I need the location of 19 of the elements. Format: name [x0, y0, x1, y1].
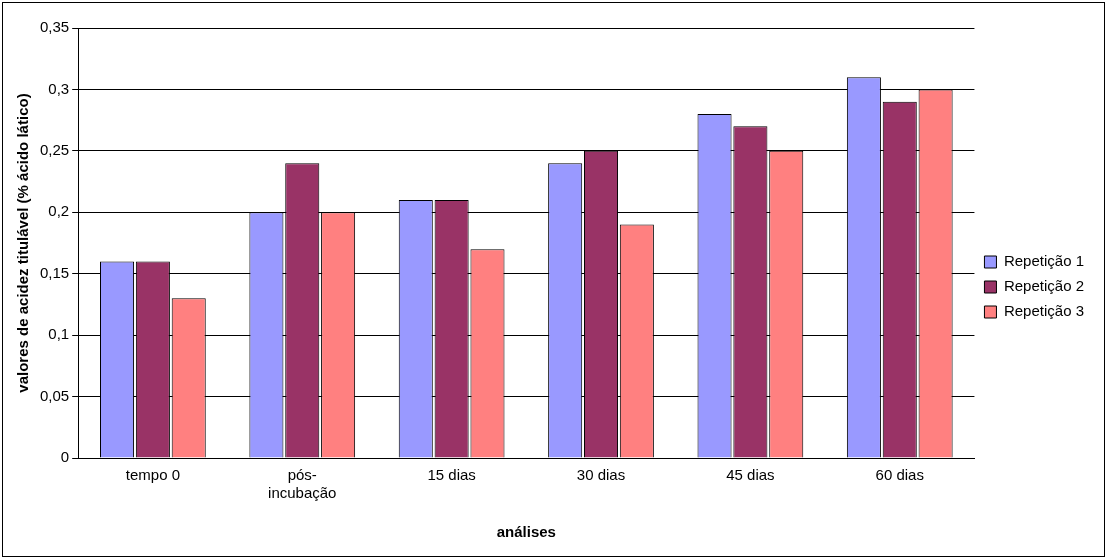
y-tick-label: 0,25 — [39, 141, 70, 158]
x-tick-label: pós-incubação — [268, 466, 337, 502]
x-axis-title: análises — [496, 523, 556, 541]
y-axis-title: valores de acidez titulável (% ácido lático) — [14, 93, 32, 393]
legend-label: Repetição 1 — [1003, 252, 1085, 270]
legend-label: Repetição 2 — [1003, 277, 1085, 295]
y-tick-label: 0,35 — [39, 18, 70, 36]
legend-label: Repetição 3 — [1003, 302, 1085, 320]
x-tick-label: 60 dias — [875, 466, 924, 484]
y-tick-label: 0,2 — [48, 202, 70, 220]
y-tick-label: 0,3 — [48, 79, 70, 97]
x-tick-label: 30 dias — [576, 466, 626, 484]
y-tick-label: 0,1 — [48, 325, 70, 343]
x-tick-label: 45 dias — [726, 466, 775, 484]
x-tick-label: 15 dias — [427, 466, 476, 484]
y-tick-label: 0 — [60, 448, 70, 466]
y-tick-label: 0,05 — [39, 386, 70, 404]
x-tick-label: tempo 0 — [125, 466, 180, 484]
y-tick-label: 0,15 — [39, 263, 70, 281]
